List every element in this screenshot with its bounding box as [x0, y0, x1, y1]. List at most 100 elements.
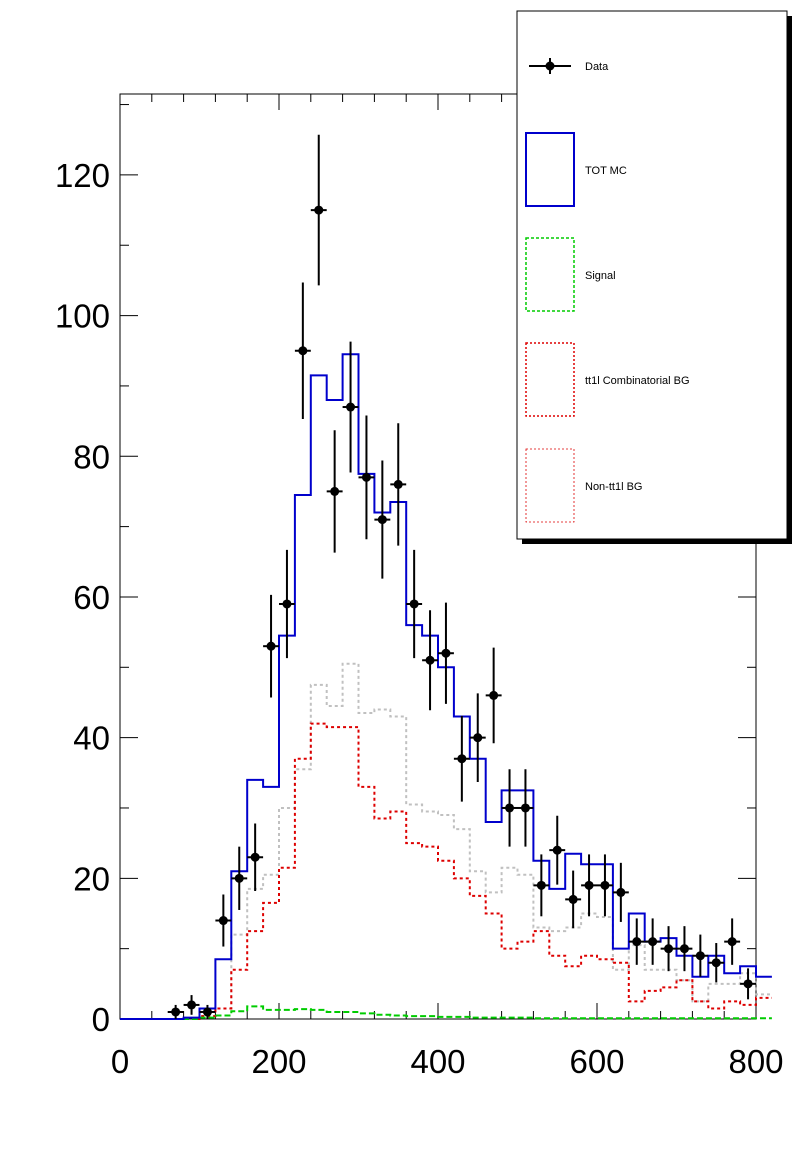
- data-marker: [695, 951, 705, 961]
- data-marker: [266, 641, 276, 651]
- data-marker: [330, 486, 340, 496]
- legend-entry-nontt: Non-tt1l BG: [525, 448, 642, 523]
- data-point: [597, 854, 613, 917]
- data-marker: [314, 205, 324, 215]
- data-point: [279, 549, 295, 659]
- data-point: [581, 854, 597, 917]
- data-marker: [234, 873, 244, 883]
- legend-label-data: Data: [585, 61, 609, 73]
- data-point: [183, 995, 200, 1015]
- data-marker: [505, 803, 515, 813]
- data-point: [644, 918, 661, 965]
- data-point: [438, 602, 454, 704]
- y-tick-label: 20: [73, 860, 110, 897]
- data-point: [612, 862, 629, 922]
- data-points: [167, 134, 756, 1019]
- x-tick-label: 0: [111, 1043, 129, 1080]
- data-marker: [679, 944, 689, 954]
- series-signal: [120, 1005, 772, 1020]
- data-marker: [457, 754, 467, 764]
- data-point: [740, 968, 756, 1000]
- data-marker: [346, 402, 356, 412]
- legend-entry-tot: TOT MC: [525, 132, 627, 207]
- data-marker: [743, 979, 753, 989]
- data-marker: [632, 937, 642, 947]
- x-tick-label: 400: [410, 1043, 465, 1080]
- data-point: [628, 918, 645, 965]
- data-marker: [218, 916, 228, 926]
- data-marker: [664, 944, 674, 954]
- data-marker: [489, 690, 499, 700]
- data-marker: [473, 733, 483, 743]
- data-marker: [600, 880, 610, 890]
- data-point: [533, 854, 550, 917]
- data-point: [342, 341, 359, 473]
- data-marker: [727, 937, 737, 947]
- data-marker: [425, 655, 435, 665]
- legend-entry-signal: Signal: [525, 237, 616, 312]
- data-marker: [648, 937, 658, 947]
- legend-label-nontt: Non-tt1l BG: [585, 481, 642, 493]
- legend-label-comb: tt1l Combinatorial BG: [585, 375, 690, 387]
- data-point: [247, 823, 264, 891]
- data-marker: [520, 803, 530, 813]
- data-point: [326, 430, 343, 553]
- data-marker: [282, 599, 292, 609]
- legend-label-tot: TOT MC: [585, 165, 627, 177]
- series-nontt: [120, 662, 772, 1020]
- data-point: [469, 693, 486, 782]
- y-tick-label: 120: [55, 157, 110, 194]
- data-marker: [441, 648, 451, 658]
- data-marker: [711, 958, 721, 968]
- data-point: [676, 926, 693, 972]
- legend-entry-data: Data: [529, 58, 609, 74]
- data-marker: [393, 479, 403, 489]
- data-point: [199, 1004, 216, 1019]
- y-tick-label: 60: [73, 579, 110, 616]
- data-point: [517, 769, 534, 847]
- data-point: [485, 647, 502, 744]
- data-marker: [409, 599, 419, 609]
- data-point: [565, 870, 582, 929]
- legend-label-signal: Signal: [585, 270, 616, 282]
- y-tick-label: 100: [55, 298, 110, 335]
- data-point: [358, 415, 375, 540]
- data-marker: [584, 880, 594, 890]
- legend: Data TOT MC Signal tt1l Combinatorial BG…: [516, 10, 792, 544]
- data-point: [390, 423, 407, 546]
- y-tick-label: 40: [73, 720, 110, 757]
- y-tick-label: 80: [73, 438, 110, 475]
- series-comb: [120, 722, 772, 1020]
- legend-box: [516, 10, 788, 540]
- data-point: [453, 715, 470, 802]
- data-marker: [202, 1007, 212, 1017]
- data-marker: [298, 346, 308, 356]
- data-marker: [361, 472, 371, 482]
- legend-entry-comb: tt1l Combinatorial BG: [525, 342, 690, 417]
- series-tot: [120, 353, 772, 1020]
- y-tick-label: 0: [92, 1001, 110, 1038]
- data-point: [263, 594, 279, 698]
- x-tick-label: 800: [728, 1043, 783, 1080]
- data-point: [167, 1004, 184, 1019]
- data-marker: [568, 894, 578, 904]
- data-point: [724, 918, 741, 965]
- data-point: [310, 134, 327, 286]
- data-point: [294, 282, 311, 419]
- data-marker: [552, 845, 562, 855]
- data-point: [660, 926, 677, 972]
- data-point: [215, 894, 232, 947]
- data-marker: [250, 852, 260, 862]
- axes: 0 200 400 600 800 0 20 40 60 80 100 120: [55, 94, 784, 1080]
- data-point: [374, 460, 391, 579]
- data-point: [501, 769, 518, 847]
- data-point: [422, 610, 438, 711]
- data-point: [708, 943, 725, 983]
- data-marker: [616, 887, 626, 897]
- data-point: [549, 815, 566, 885]
- x-tick-label: 600: [569, 1043, 624, 1080]
- data-marker: [536, 880, 546, 890]
- data-marker: [377, 515, 387, 525]
- data-marker: [187, 1000, 197, 1010]
